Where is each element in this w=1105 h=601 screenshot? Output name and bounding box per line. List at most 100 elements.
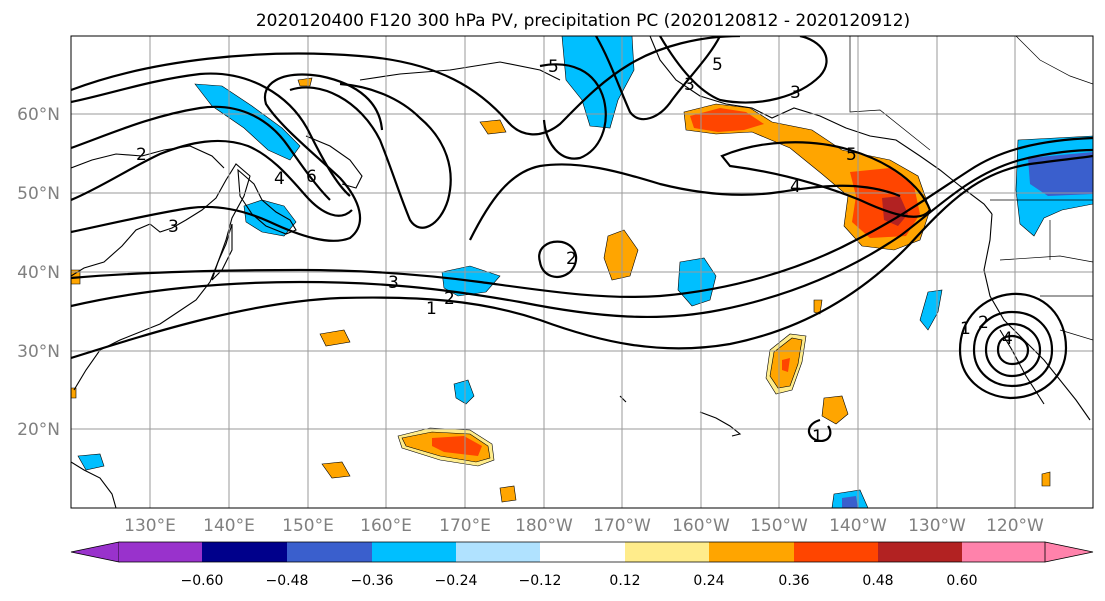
precip-positive-area [319,329,351,347]
svg-text:1: 1 [812,427,823,447]
lon-label: 180°W [515,516,573,536]
pv-contour-gulf [720,141,932,218]
colorbar-segment [372,542,456,562]
precip-positive-area [813,299,823,315]
precip-negative-area [194,83,301,161]
svg-text:1: 1 [426,299,437,319]
lon-label: 130°W [908,516,966,536]
pv-contour-bering [539,63,607,160]
colorbar-tick-label: −0.12 [519,573,562,589]
precip-positive-max [882,196,908,226]
colorbar-extend-high [1044,541,1094,563]
svg-text:2: 2 [978,313,989,333]
svg-text:3: 3 [388,273,399,293]
lon-label: 130°E [124,516,176,536]
precip-positive-area [321,461,351,479]
svg-text:5: 5 [548,57,559,77]
colorbar-tick-label: 0.60 [946,573,977,589]
pv-contour-ridge [469,163,901,241]
svg-text:3: 3 [684,75,695,95]
lat-label: 60°N [17,105,60,125]
pv-contour-small [538,240,578,279]
figure-title: 2020120400 F120 300 hPa PV, precipitatio… [256,11,910,31]
lon-label: 140°W [829,516,887,536]
lon-label: 150°E [282,516,334,536]
precip-positive-area [821,395,849,425]
pv-contour-2 [71,148,1093,319]
colorbar-tick-label: −0.36 [351,573,394,589]
svg-text:6: 6 [306,167,317,187]
contour-labels: 5 2 4 6 3 3 2 1 2 3 5 3 5 4 1 1 2 4 [136,55,1013,447]
pv-contour-4 [71,105,331,201]
svg-text:1: 1 [960,319,971,339]
colorbar-segment [625,542,709,562]
colorbar-segment [962,542,1045,562]
pv-contour-low4 [996,334,1030,366]
pv-contour-1 [71,154,1093,360]
svg-text:5: 5 [846,145,857,165]
lon-label: 170°W [593,516,651,536]
lat-label: 50°N [17,184,60,204]
precip-positive-area [1041,471,1051,487]
pv-contour-low2 [972,310,1054,388]
pv-contour-3b [71,73,384,242]
pv-contour-hook [807,418,832,442]
latitude-labels: 60°N 50°N 40°N 30°N 20°N [17,105,60,440]
svg-text:5: 5 [712,55,723,75]
svg-text:4: 4 [1002,329,1013,349]
colorbar-tick-label: −0.60 [181,573,224,589]
colorbar-tick-label: 0.36 [778,573,809,589]
pv-contour-3 [71,136,1093,299]
colorbar-segment [202,542,287,562]
colorbar-segment [119,542,202,562]
precip-positive-area [479,119,507,135]
colorbar-tick-label: 0.48 [862,573,893,589]
precip-negative-area [77,453,105,471]
lon-label: 140°E [203,516,255,536]
colorbar-extend-low [70,541,120,563]
lat-label: 30°N [17,342,60,362]
pv-contour-2b [71,139,353,217]
pv-contours [71,36,1093,442]
colorbar-tick-label: −0.48 [266,573,309,589]
pv-contour-outer [71,36,741,136]
colorbar-tick-label: 0.24 [693,573,724,589]
colorbar-labels: −0.60 −0.48 −0.36 −0.24 −0.12 0.12 0.24 … [181,573,978,589]
longitude-labels: 130°E 140°E 150°E 160°E 170°E 180°W 170°… [124,516,1044,536]
precip-negative-area [453,379,475,405]
precip-positive-area [603,229,639,281]
precip-positive-strong [782,358,790,372]
colorbar-segment [878,542,962,562]
colorbar [70,541,1094,563]
colorbar-tick-label: −0.24 [435,573,478,589]
colorbar-segment [709,542,794,562]
svg-text:2: 2 [566,249,577,269]
pv-contour-low1 [958,292,1068,400]
pv-contour-alaska [659,36,828,104]
map-frame [70,35,1094,509]
precip-positive-strong [432,436,482,456]
lon-label: 160°W [672,516,730,536]
colorbar-segment [456,542,540,562]
lat-label: 40°N [17,263,60,283]
lat-label: 20°N [17,420,60,440]
pv-contour-6 [289,82,452,229]
precip-positive-area [71,387,77,399]
precip-negative-strong [842,496,858,508]
lon-label: 150°W [750,516,808,536]
lon-label: 120°W [986,516,1044,536]
svg-text:3: 3 [168,217,179,237]
svg-text:3: 3 [790,83,801,103]
colorbar-segment [287,542,372,562]
svg-text:4: 4 [274,169,285,189]
svg-text:2: 2 [444,289,455,309]
pv-contour-5 [71,72,351,197]
precip-negative-area [561,36,635,129]
lon-label: 170°E [439,516,491,536]
precip-positive-area [499,485,517,503]
graticule [71,36,1093,508]
borders [849,36,1093,341]
coastlines [71,36,1091,508]
colorbar-segment [794,542,878,562]
